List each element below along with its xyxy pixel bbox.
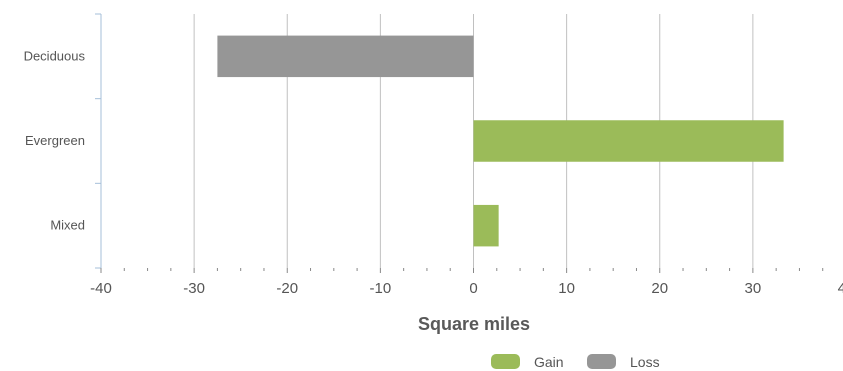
tick-labels: -40 -30 -20 -10 0 10 20 30 40	[90, 280, 843, 297]
category-label: Evergreen	[25, 133, 85, 148]
x-tick-label: -20	[276, 280, 298, 297]
legend-label: Gain	[534, 354, 564, 370]
legend-swatch	[491, 354, 520, 369]
x-tick-label: -10	[370, 280, 392, 297]
bar-gain-mixed	[473, 204, 499, 247]
bars	[217, 35, 784, 247]
axes	[95, 13, 824, 273]
x-tick-label: -30	[183, 280, 205, 297]
legend-item-gain: Gain	[491, 354, 564, 370]
x-tick-label: 30	[745, 280, 762, 297]
legend-swatch	[587, 354, 616, 369]
legend: Gain Loss	[491, 354, 660, 370]
x-tick-label: 20	[651, 280, 668, 297]
x-tick-label: 0	[469, 280, 477, 297]
legend-label: Loss	[630, 354, 660, 370]
bar-gain-evergreen	[473, 120, 784, 162]
x-axis-title: Square miles	[418, 314, 530, 334]
category-label: Deciduous	[24, 48, 86, 63]
bar-loss-deciduous	[217, 35, 474, 78]
category-labels: Deciduous Evergreen Mixed	[24, 48, 86, 232]
x-tick-label: 10	[558, 280, 575, 297]
legend-item-loss: Loss	[587, 354, 660, 370]
x-tick-label: 40	[838, 280, 843, 297]
category-label: Mixed	[50, 218, 85, 233]
x-tick-label: -40	[90, 280, 112, 297]
